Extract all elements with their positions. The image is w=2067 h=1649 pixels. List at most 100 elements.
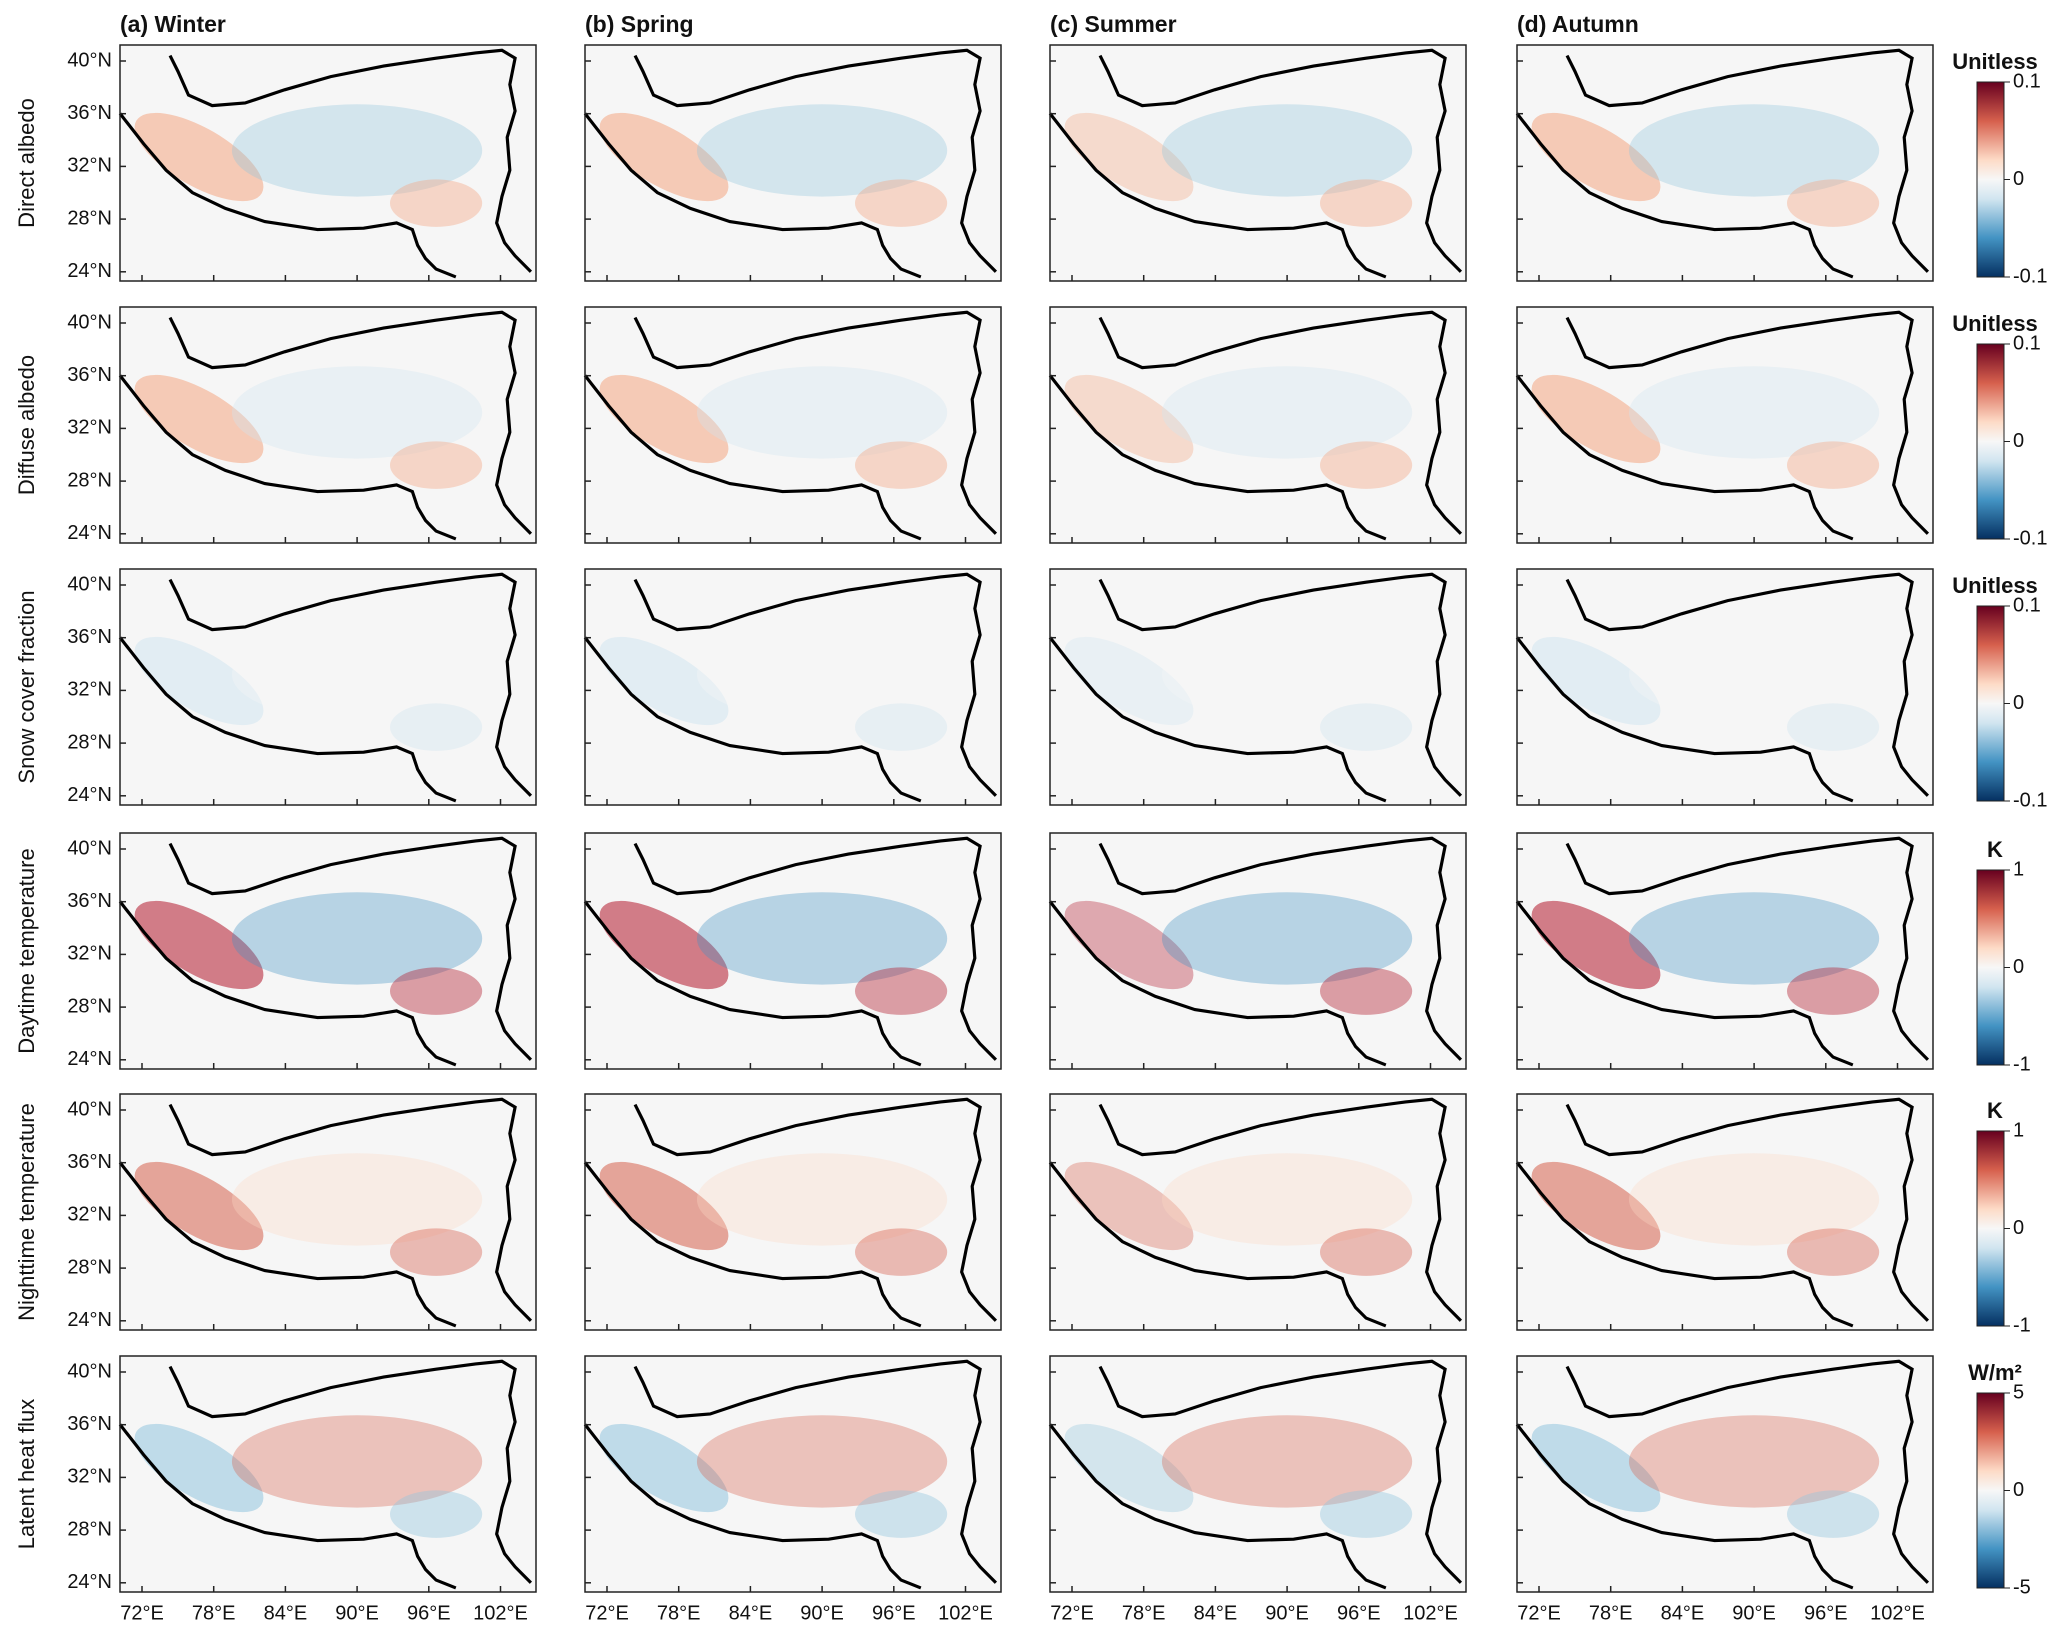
anomaly-region: [1786, 1490, 1880, 1538]
anomaly-region: [134, 900, 264, 990]
anomaly-region: [1161, 1415, 1413, 1508]
map-content: [1515, 1097, 1930, 1328]
map-content: [583, 48, 998, 279]
colorbar: [1976, 81, 2005, 278]
map-background: [1050, 833, 1466, 1069]
map-content: [1515, 572, 1930, 803]
map-panel: [583, 44, 1002, 282]
anomaly-region: [134, 1161, 264, 1251]
map-panel: [1048, 306, 1467, 544]
column-title: (a) Winter: [120, 11, 226, 37]
map-frame: [1049, 1093, 1467, 1331]
anomaly-region: [1786, 967, 1880, 1015]
anomaly-region: [389, 1490, 483, 1538]
lon-tick-label: 84°E: [264, 1602, 308, 1624]
anomaly-region: [1064, 1423, 1194, 1513]
lon-tick-label: 96°E: [872, 1602, 916, 1624]
map-panel: [583, 306, 1002, 544]
anomaly-region: [134, 636, 264, 726]
map-panel: 40°N 36°N 32°N 28°N 24°N: [67, 568, 537, 806]
map-panel: [1515, 832, 1934, 1070]
lon-tick-label: 72°E: [1050, 1602, 1094, 1624]
map-frame: [119, 306, 537, 544]
map-frame: [1049, 44, 1467, 282]
colorbar-tick-label: 5: [2013, 1381, 2024, 1403]
lon-tick-label: 90°E: [1265, 1602, 1309, 1624]
anomaly-region: [231, 1415, 483, 1508]
anomaly-region: [1319, 1228, 1413, 1276]
anomaly-region: [1319, 441, 1413, 489]
anomaly-region: [1319, 179, 1413, 227]
map-panel: 72°E 78°E 84°E 90°E 96°E 102°E: [1048, 1355, 1467, 1624]
colorbar-tick-label: -0.1: [2013, 265, 2047, 287]
anomaly-region: [696, 104, 948, 197]
anomaly-region: [1531, 112, 1661, 202]
map-panel: 40°N 36°N 32°N 28°N 24°N: [67, 1093, 537, 1331]
anomaly-region: [1531, 900, 1661, 990]
map-content: [118, 836, 533, 1067]
lat-tick-label: 28°N: [67, 1256, 112, 1278]
anomaly-region: [1161, 1153, 1413, 1246]
anomaly-region: [1628, 628, 1880, 721]
map-frame: [1516, 306, 1934, 544]
anomaly-region: [1786, 1228, 1880, 1276]
anomaly-region: [1064, 900, 1194, 990]
colorbar-unit: Unitless: [1952, 573, 2038, 598]
map-frame: [119, 568, 537, 806]
lon-tick-label: 72°E: [120, 1602, 164, 1624]
anomaly-region: [854, 441, 948, 489]
map-panel: [583, 1093, 1002, 1331]
lat-tick-label: 36°N: [67, 1413, 112, 1435]
anomaly-region: [1628, 1153, 1880, 1246]
map-frame: [584, 1093, 1002, 1331]
lat-tick-label: 40°N: [67, 311, 112, 333]
map-background: [1050, 307, 1466, 543]
lon-tick-label: 90°E: [800, 1602, 844, 1624]
lon-tick-label: 78°E: [657, 1602, 701, 1624]
map-panel: [1048, 568, 1467, 806]
anomaly-region: [1064, 112, 1194, 202]
anomaly-region: [1628, 104, 1880, 197]
map-content: [1048, 1359, 1463, 1590]
column-title: (b) Spring: [585, 11, 694, 37]
colorbar: [1976, 605, 2005, 802]
map-frame: [584, 1355, 1002, 1593]
lon-tick-label: 78°E: [1122, 1602, 1166, 1624]
lat-tick-label: 24°N: [67, 784, 112, 806]
anomaly-region: [696, 1153, 948, 1246]
colorbar: [1976, 1130, 2005, 1327]
colorbar-tick-label: 1: [2013, 858, 2024, 880]
anomaly-region: [389, 967, 483, 1015]
map-frame: [584, 44, 1002, 282]
lon-tick-label: 102°E: [938, 1602, 993, 1624]
anomaly-region: [231, 1153, 483, 1246]
map-frame: [119, 832, 537, 1070]
colorbar-tick-label: -0.1: [2013, 527, 2047, 549]
lon-tick-label: 78°E: [1589, 1602, 1633, 1624]
row-label: Snow cover fraction: [14, 590, 39, 783]
lat-tick-label: 28°N: [67, 995, 112, 1017]
map-frame: [1516, 832, 1934, 1070]
lat-tick-label: 28°N: [67, 469, 112, 491]
map-content: [118, 310, 533, 541]
lat-tick-label: 32°N: [67, 943, 112, 965]
anomaly-region: [1531, 374, 1661, 464]
anomaly-region: [1786, 179, 1880, 227]
colorbar-tick-label: 0: [2013, 1217, 2024, 1239]
lon-tick-label: 84°E: [729, 1602, 773, 1624]
map-frame: [1516, 44, 1934, 282]
lon-tick-label: 84°E: [1194, 1602, 1238, 1624]
colorbar-tick-label: 0: [2013, 168, 2024, 190]
lon-tick-label: 90°E: [1732, 1602, 1776, 1624]
map-background: [1050, 1094, 1466, 1330]
lat-tick-label: 40°N: [67, 837, 112, 859]
lon-tick-label: 72°E: [585, 1602, 629, 1624]
map-frame: [584, 832, 1002, 1070]
lat-tick-label: 28°N: [67, 1518, 112, 1540]
row-label: Direct albedo: [14, 98, 39, 228]
colorbar-tick-label: -1: [2013, 1314, 2031, 1336]
map-content: [583, 1359, 998, 1590]
map-background: [1050, 45, 1466, 281]
colorbar-unit: K: [1987, 837, 2003, 862]
lon-tick-label: 96°E: [407, 1602, 451, 1624]
